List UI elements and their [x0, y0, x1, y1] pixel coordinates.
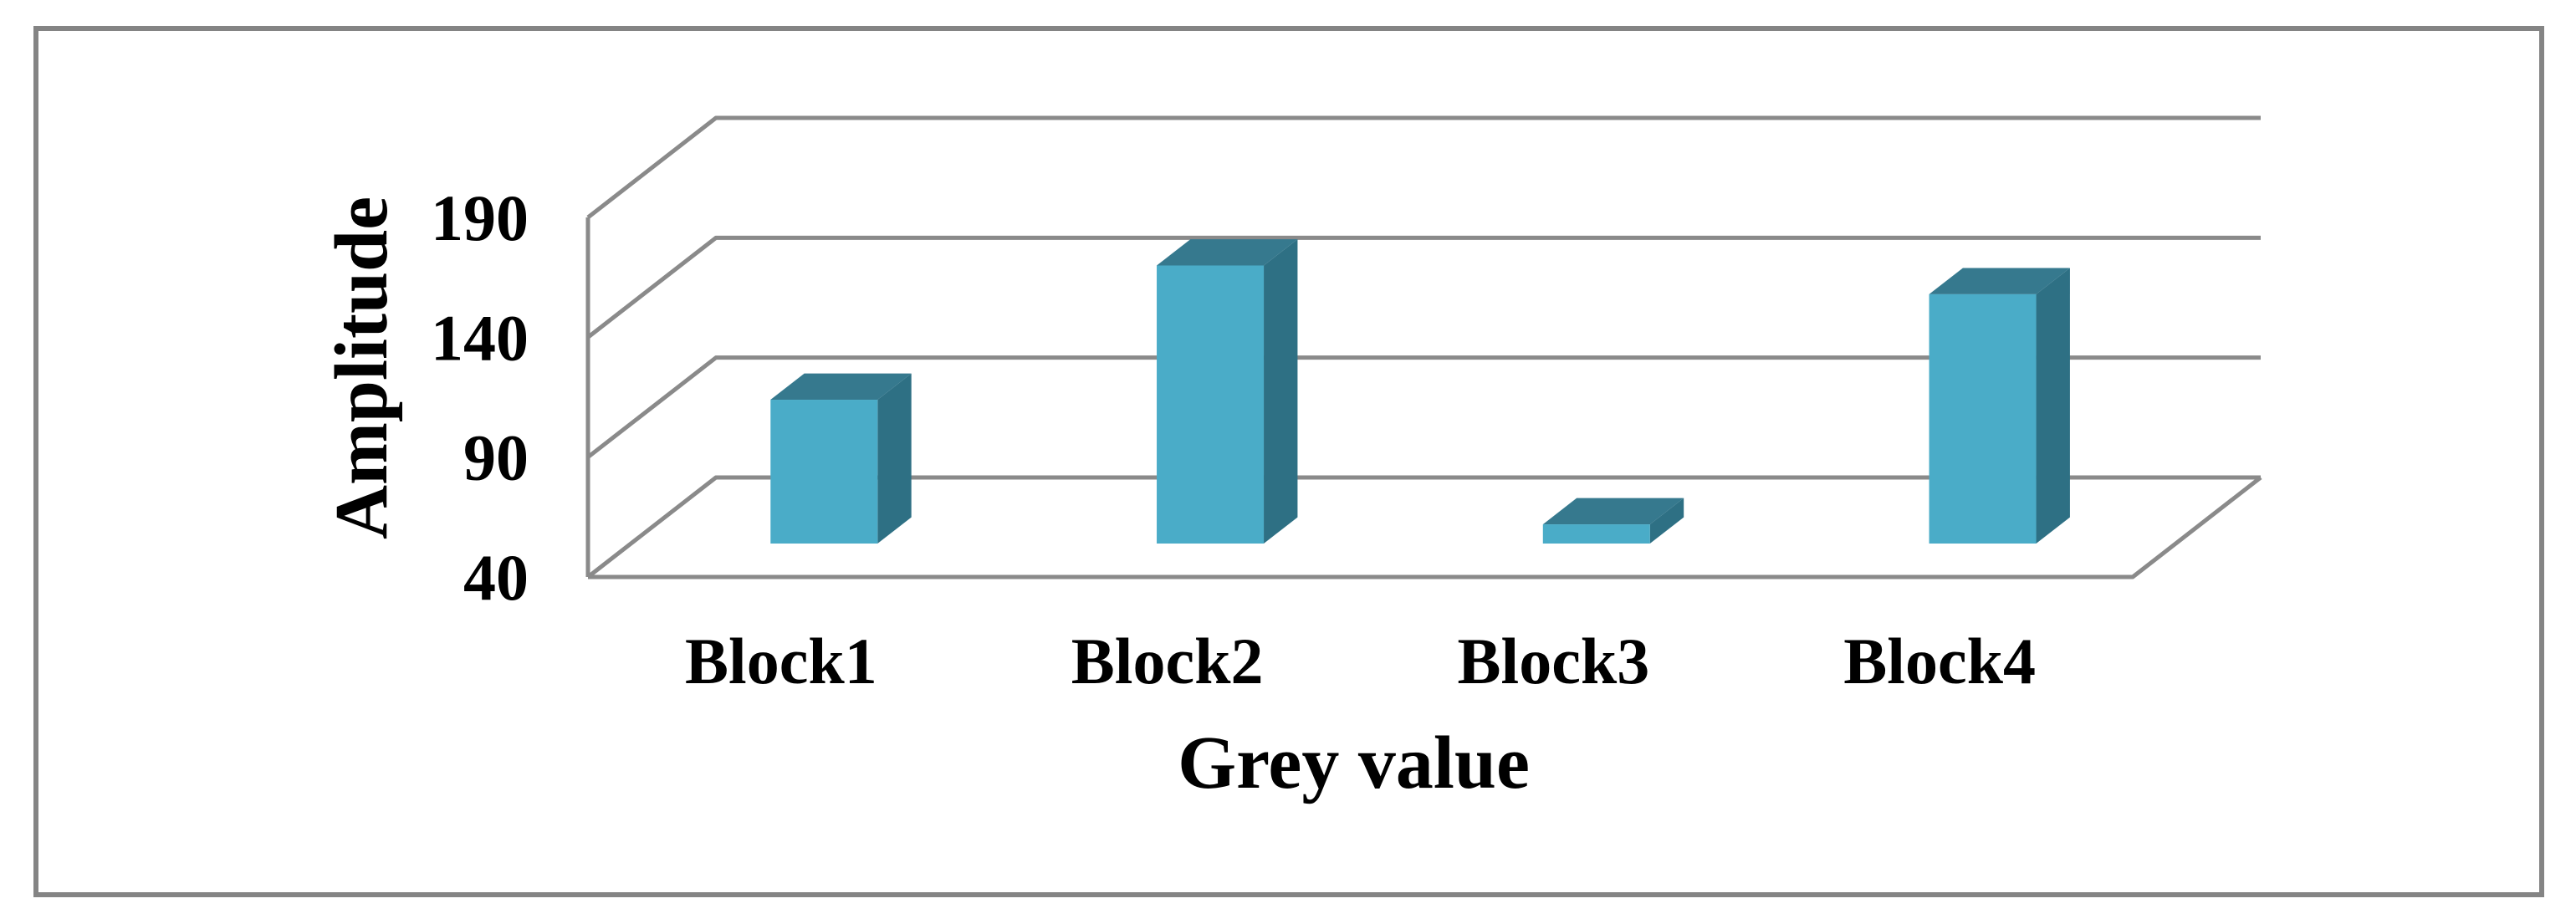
gridline-90 [586, 355, 2261, 459]
bar-block3 [1542, 498, 1684, 544]
bar-block4-side-face [2036, 268, 2070, 544]
y-tick-label-190: 190 [431, 181, 529, 254]
bar-block2-front-face [1157, 265, 1265, 544]
bars [770, 239, 2070, 544]
y-tick-label-40: 40 [463, 541, 529, 614]
bar-block3-top-face [1542, 498, 1684, 525]
x-axis-title: Grey value [1178, 722, 1530, 804]
bar-block1 [770, 373, 912, 544]
bar-block1-top-face [770, 373, 912, 401]
y-axis-title: Amplitude [320, 197, 403, 539]
bar-block2-top-face [1157, 239, 1298, 266]
gridlines [586, 115, 2261, 579]
gridline-190 [586, 115, 2261, 219]
bar-block3-front-face [1542, 524, 1650, 544]
floor-outline [588, 476, 2262, 579]
x-category-label-block1: Block1 [685, 625, 877, 697]
bar-block4-top-face [1929, 268, 2070, 294]
bar-block3-side-face [1649, 498, 1684, 544]
x-category-label-block2: Block2 [1071, 625, 1264, 697]
bar-block1-front-face [770, 400, 878, 544]
bar-block4-front-face [1929, 294, 2037, 544]
x-category-label-block4: Block4 [1843, 625, 2036, 697]
bar-block2-side-face [1264, 239, 1298, 544]
bar-block4 [1929, 268, 2070, 544]
bar-block2 [1157, 239, 1298, 544]
gridline-40 [586, 475, 2261, 579]
bar-block1-side-face [877, 373, 912, 544]
x-category-label-block3: Block3 [1458, 625, 1650, 697]
y-tick-label-90: 90 [463, 421, 529, 494]
y-tick-label-140: 140 [431, 301, 529, 374]
gridline-140 [586, 235, 2261, 339]
